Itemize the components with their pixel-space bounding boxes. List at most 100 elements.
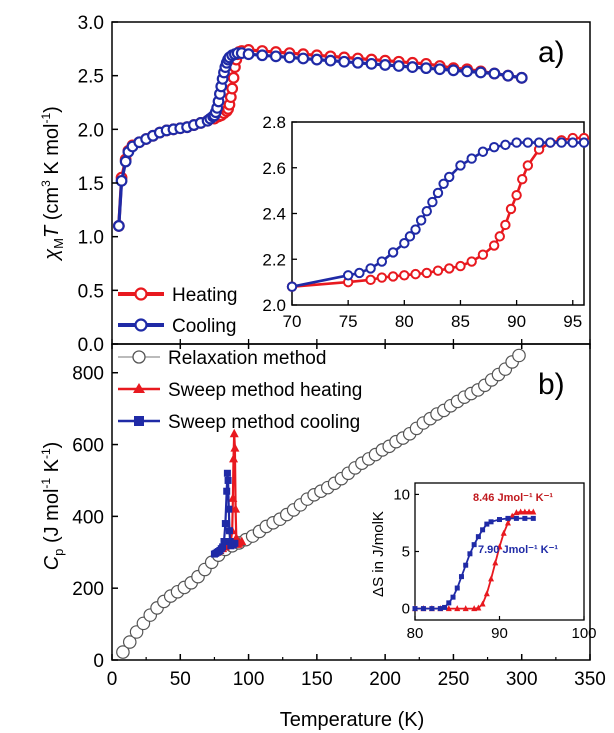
b-heating-point: [228, 493, 238, 502]
x-tick-label: 50: [170, 669, 191, 690]
inset-a-point: [376, 256, 388, 267]
inset-a-x-tick-label: 75: [339, 312, 358, 331]
b-y-tick-label: 600: [72, 436, 104, 457]
inset-b-cooling-point: [522, 515, 528, 521]
x-tick-label: 250: [438, 669, 470, 690]
b-cooling-point: [223, 469, 231, 477]
inset-b-x-tick-label: 90: [491, 625, 508, 642]
a-data-point: [119, 155, 132, 168]
a-data-point: [242, 48, 255, 61]
b-heating-point: [230, 443, 240, 452]
inset-a-point: [545, 137, 556, 148]
inset-b-heating-point: [445, 605, 452, 612]
b-cooling-point: [223, 487, 231, 495]
inset-b-heating-point: [526, 508, 533, 515]
inset-a-point: [404, 231, 416, 242]
inset-b-heating-point: [492, 559, 499, 566]
x-tick-label: 350: [574, 669, 606, 690]
inset-a-point: [556, 137, 567, 148]
legend-a-heating-marker: [134, 287, 148, 301]
inset-b-cooling-point: [467, 551, 473, 557]
a-data-point: [379, 59, 392, 71]
inset-b-annotation-cooling: 7.90 Jmol⁻¹ K⁻¹: [478, 544, 558, 556]
b-relaxation-point: [122, 635, 137, 649]
inset-a-point: [477, 146, 489, 157]
inset-b-cooling-point: [484, 521, 490, 527]
x-tick-label: 100: [233, 669, 265, 690]
inset-b-heating-point: [513, 509, 520, 516]
inset-a-y-tick-label: 2.6: [262, 159, 286, 178]
inset-a-point: [444, 171, 455, 183]
inset-a-point: [466, 256, 477, 267]
inset-b-cooling-point: [530, 515, 536, 521]
inset-b-x-tick-label: 100: [571, 625, 596, 642]
a-data-point: [269, 50, 282, 63]
inset-a-point: [455, 260, 466, 272]
inset-a-point: [410, 224, 421, 235]
b-y-tick-label: 800: [72, 364, 104, 385]
a-data-point: [310, 53, 323, 66]
panel-a-series: [112, 44, 528, 232]
a-data-point: [227, 71, 240, 84]
a-data-point: [338, 55, 351, 68]
legend-a-cooling-label: Cooling: [172, 316, 236, 337]
a-data-point: [447, 64, 460, 77]
inset-a-y-tick-label: 2.8: [262, 113, 286, 132]
a-data-point: [226, 82, 239, 95]
a-data-point: [297, 52, 310, 65]
panel-b-series: [116, 348, 526, 659]
b-heating-point: [229, 428, 239, 438]
b-y-tick-label: 200: [72, 579, 104, 600]
inset-b-cooling-point: [412, 606, 418, 612]
inset-a-x-tick-label: 95: [563, 312, 582, 331]
inset-a-x-tick-label: 85: [451, 312, 470, 331]
panel-b-label: b): [538, 368, 565, 401]
inset-a-point: [342, 270, 354, 281]
a-y-tick-label: 3.0: [78, 13, 104, 34]
inset-a-point: [421, 206, 432, 217]
b-heating-point: [237, 536, 247, 545]
a-y-tick-label: 0.0: [78, 335, 104, 356]
a-y-tick-label: 1.5: [78, 174, 104, 195]
inset-b-heating-point: [504, 519, 511, 526]
inset-a-point: [533, 137, 545, 148]
inset-a-point: [444, 263, 455, 274]
inset-b-heating-point: [488, 575, 495, 582]
inset-b-heating-point: [517, 508, 524, 515]
inset-a-point: [505, 203, 517, 215]
inset-b-y-tick-label: 5: [402, 544, 410, 561]
inset-a-point: [365, 274, 376, 286]
a-data-point: [351, 56, 364, 69]
b-cooling-point: [225, 527, 233, 535]
legend-b-cool-marker: [134, 416, 144, 426]
inset-a-point: [387, 247, 399, 258]
b-y-tick-label: 400: [72, 507, 104, 528]
inset-a-point: [466, 153, 477, 164]
inset-a-point: [455, 160, 466, 171]
inset-b-annotation-heating: 8.46 Jmol⁻¹ K⁻¹: [473, 492, 553, 504]
inset-b-heating-point: [454, 605, 461, 612]
inset-a-point: [522, 137, 534, 148]
inset-a-point: [410, 268, 421, 280]
a-y-tick-label: 1.0: [78, 228, 104, 249]
a-data-point: [515, 71, 528, 84]
panel-b-ylabel: Cp (J mol-1 K-1): [39, 442, 66, 571]
a-data-point: [365, 57, 378, 70]
inset-b-cooling-point: [450, 594, 456, 600]
inset-a-point: [488, 141, 500, 153]
b-relaxation-point: [116, 645, 130, 659]
inset-b-frame: [414, 482, 585, 621]
xlabel: Temperature (K): [280, 709, 425, 731]
inset-b-cooling-point: [420, 606, 426, 612]
inset-a-x-tick-label: 80: [395, 312, 414, 331]
legend-b-heat-marker: [133, 383, 145, 393]
inset-b-cooling-point: [471, 542, 477, 548]
inset-a-point: [522, 160, 534, 171]
inset-a-point: [286, 281, 298, 292]
inset-b-cooling-point: [463, 562, 469, 568]
inset-a-point: [399, 270, 410, 281]
inset-b-cooling-point: [480, 527, 486, 533]
inset-b: 80 90 100 0 5 10: [393, 482, 597, 642]
inset-a-point: [432, 265, 444, 276]
b-heating-point: [231, 504, 241, 513]
